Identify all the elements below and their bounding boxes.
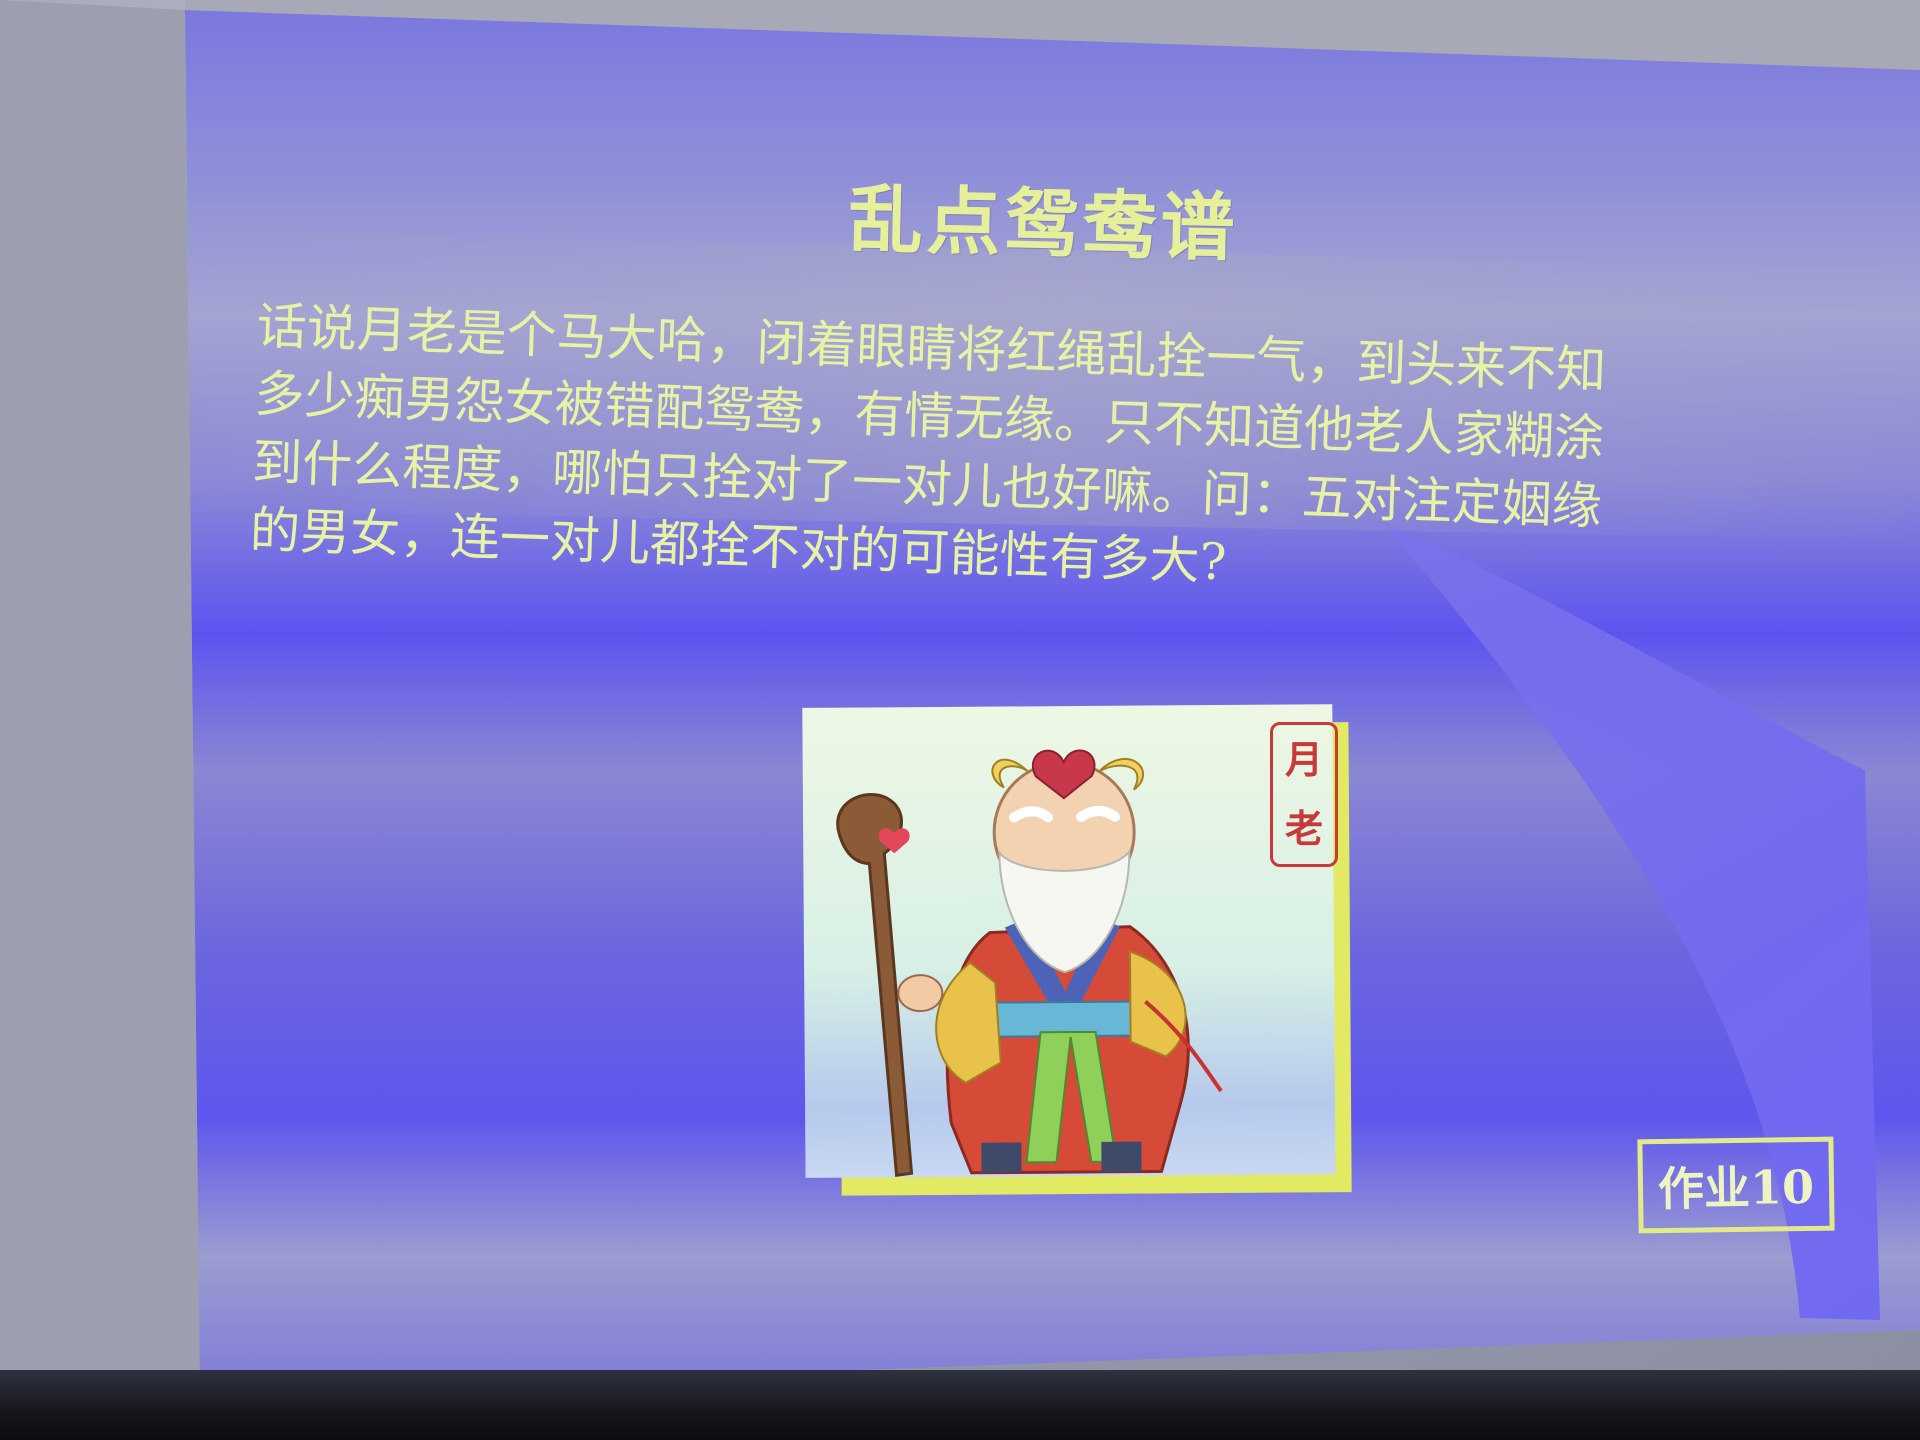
slide-decor-sweep bbox=[1380, 520, 1880, 1320]
eyebrows bbox=[1009, 805, 1121, 823]
yuelao-seal: 月 老 bbox=[1270, 722, 1338, 867]
hat-wing-left bbox=[991, 758, 1030, 789]
robe-sleeve-left bbox=[935, 961, 1002, 1084]
heart-icon bbox=[878, 828, 910, 854]
slide-sheen bbox=[185, 230, 1920, 540]
hat-heart-icon bbox=[1032, 749, 1096, 800]
screen-top-edge bbox=[185, 0, 1920, 70]
screen-left-edge bbox=[0, 0, 200, 1400]
hand bbox=[897, 974, 944, 1013]
shoe-left bbox=[981, 1142, 1022, 1173]
robe-sleeve-right bbox=[1128, 950, 1187, 1058]
slide-body-text: 话说月老是个马大哈，闭着眼睛将红绳乱拴一气，到头来不知 多少痴男怨女被错配鸳鸯，… bbox=[249, 292, 1797, 615]
yuelao-illustration bbox=[802, 704, 1352, 1196]
homework-button[interactable]: 作业10 bbox=[1637, 1136, 1835, 1234]
seal-char: 月 bbox=[1284, 736, 1323, 782]
homework-label: 作业10 bbox=[1657, 1159, 1815, 1217]
shoe-right bbox=[1101, 1141, 1142, 1172]
seal-char: 老 bbox=[1284, 806, 1323, 852]
screen-bottom-shadow bbox=[0, 1370, 1920, 1440]
slide-title: 乱点鸳鸯谱 bbox=[847, 176, 1240, 272]
hat-wing-right bbox=[1098, 758, 1145, 791]
red-string bbox=[1144, 1000, 1223, 1093]
robe-sash bbox=[1025, 1030, 1118, 1164]
beard bbox=[998, 848, 1131, 974]
